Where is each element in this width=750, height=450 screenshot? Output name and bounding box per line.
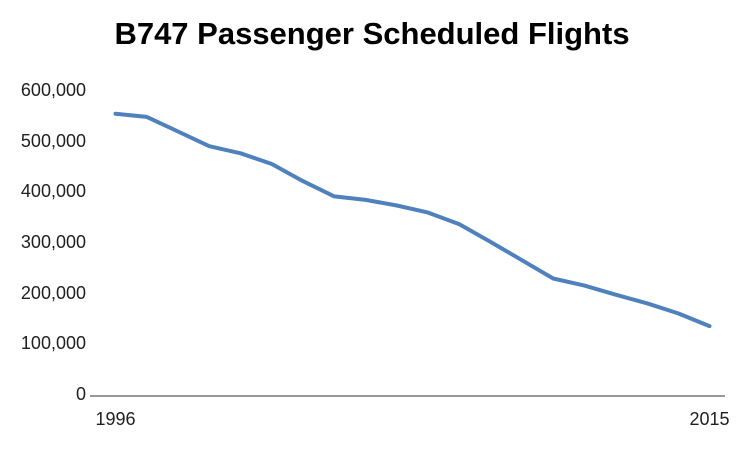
x-tick-label: 1996	[95, 409, 136, 429]
y-tick-label: 100,000	[20, 333, 86, 354]
y-tick-label: 300,000	[20, 232, 86, 252]
y-tick-label: 200,000	[20, 282, 86, 303]
y-tick-label: 500,000	[20, 130, 86, 151]
data-line	[113, 111, 712, 329]
chart-title: B747 Passenger Scheduled Flights	[114, 16, 630, 51]
y-tick-label: 0	[75, 384, 86, 404]
y-tick-label: 400,000	[20, 181, 86, 202]
y-tick-label: 600,000	[20, 80, 86, 100]
x-tick-label: 2015	[689, 409, 730, 429]
